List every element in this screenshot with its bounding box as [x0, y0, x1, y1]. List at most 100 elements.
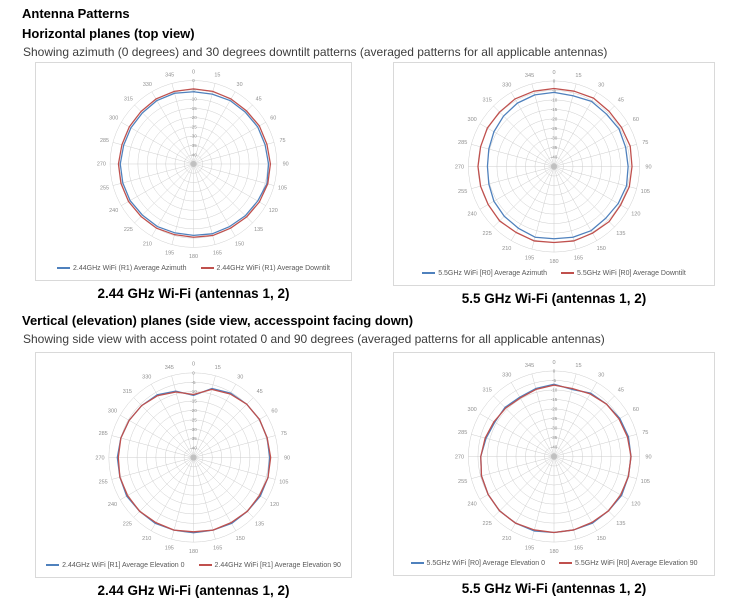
- svg-text:345: 345: [165, 365, 174, 371]
- svg-text:-40: -40: [190, 446, 197, 451]
- svg-text:195: 195: [525, 256, 534, 262]
- svg-text:330: 330: [142, 374, 151, 380]
- svg-text:-35: -35: [551, 435, 558, 440]
- svg-text:165: 165: [213, 546, 222, 552]
- svg-text:120: 120: [631, 212, 640, 218]
- svg-text:225: 225: [483, 231, 492, 237]
- svg-text:240: 240: [108, 502, 117, 508]
- chart-box: 0 -5 -10 -15 -20 -25 -30 -35 -40 0 15 30 45 60 75 90 105…: [35, 352, 352, 578]
- svg-text:15: 15: [575, 363, 581, 369]
- svg-text:30: 30: [598, 82, 604, 88]
- svg-text:120: 120: [631, 502, 640, 508]
- legend-label: 5.5GHz WiFi [R0] Average Azimuth: [438, 269, 547, 277]
- svg-text:0: 0: [553, 79, 556, 84]
- svg-text:345: 345: [165, 73, 174, 79]
- svg-text:105: 105: [278, 186, 287, 192]
- svg-text:225: 225: [483, 521, 492, 527]
- svg-text:330: 330: [502, 372, 511, 378]
- svg-text:255: 255: [458, 479, 467, 485]
- svg-text:15: 15: [575, 73, 581, 79]
- svg-text:300: 300: [467, 117, 476, 123]
- svg-text:240: 240: [467, 502, 476, 508]
- legend-label: 5.5GHz WiFi [R0] Average Elevation 0: [426, 559, 546, 567]
- svg-text:195: 195: [525, 546, 534, 552]
- legend-item: 5.5GHz WiFi [R0] Average Azimuth: [422, 270, 547, 277]
- svg-text:270: 270: [455, 454, 464, 460]
- polar-chart-vertical-5-5ghz: 0 -5 -10 -15 -20 -25 -30 -35 -40 0 15 30 45 60 75 90 105…: [455, 360, 652, 555]
- svg-text:0: 0: [192, 78, 195, 83]
- svg-text:165: 165: [213, 251, 222, 257]
- svg-text:285: 285: [458, 140, 467, 146]
- legend-item: 2.44GHz WiFi (R1) Average Azimuth: [57, 264, 187, 272]
- svg-text:60: 60: [633, 407, 639, 413]
- svg-text:270: 270: [455, 164, 464, 170]
- svg-text:45: 45: [257, 389, 263, 395]
- svg-text:-25: -25: [190, 417, 197, 422]
- svg-text:315: 315: [483, 387, 492, 393]
- chart-legend: 2.44GHz WiFi (R1) Average Azimuth 2.44GHz…: [36, 260, 351, 276]
- svg-text:225: 225: [124, 227, 133, 233]
- legend-item: 5.5GHz WiFi [R0] Average Downtilt: [561, 270, 686, 277]
- svg-text:-30: -30: [190, 134, 197, 139]
- svg-text:-15: -15: [190, 399, 197, 404]
- legend-line-sample: [198, 564, 212, 566]
- svg-text:15: 15: [215, 365, 221, 371]
- svg-text:180: 180: [549, 549, 558, 555]
- figure-vertical-5-5ghz: 0 -5 -10 -15 -20 -25 -30 -35 -40 0 15 30 45 60 75 90 105…: [393, 352, 715, 596]
- svg-text:-5: -5: [191, 380, 196, 385]
- chart-legend: 5.5GHz WiFi [R0] Average Azimuth 5.5GHz W…: [394, 265, 714, 281]
- legend-label: 2.44GHz WiFi (R1) Average Azimuth: [73, 264, 187, 272]
- svg-text:-15: -15: [551, 107, 558, 112]
- svg-text:90: 90: [645, 164, 651, 170]
- svg-text:285: 285: [458, 430, 467, 436]
- legend-item: 2.44GHz WiFi [R1] Average Elevation 0: [46, 562, 185, 569]
- svg-text:120: 120: [269, 208, 278, 214]
- svg-text:90: 90: [284, 455, 290, 461]
- figure-caption: 2.44 GHz Wi-Fi (antennas 1, 2): [97, 583, 290, 598]
- figure-caption: 5.5 GHz Wi-Fi (antennas 1, 2): [461, 291, 647, 306]
- legend-line-sample: [200, 267, 214, 269]
- svg-text:45: 45: [618, 97, 624, 103]
- svg-text:45: 45: [256, 97, 262, 103]
- svg-text:315: 315: [483, 97, 492, 103]
- svg-text:210: 210: [502, 246, 511, 252]
- svg-text:0: 0: [192, 370, 195, 375]
- section-heading-vertical: Vertical (elevation) planes (side view, …: [22, 313, 414, 328]
- polar-chart-horizontal-2-44ghz: 0 -5 -10 -15 -20 -25 -30 -35 -40 0 15 30 45 60 75 90 105…: [97, 70, 289, 260]
- svg-text:135: 135: [255, 521, 264, 527]
- svg-text:315: 315: [124, 97, 133, 103]
- svg-text:270: 270: [95, 455, 104, 461]
- legend-label: 2.44GHz WiFi (R1) Average Downtilt: [216, 264, 330, 272]
- svg-text:-40: -40: [551, 445, 558, 450]
- svg-text:30: 30: [237, 82, 243, 88]
- svg-text:-30: -30: [551, 426, 558, 431]
- svg-text:-25: -25: [551, 416, 558, 421]
- section-heading-horizontal: Horizontal planes (top view): [22, 26, 195, 41]
- svg-text:0: 0: [553, 369, 556, 374]
- figure-vertical-2-44ghz: 0 -5 -10 -15 -20 -25 -30 -35 -40 0 15 30 45 60 75 90 105…: [35, 352, 352, 598]
- legend-item: 2.44GHz WiFi [R1] Average Elevation 90: [198, 562, 341, 569]
- svg-text:105: 105: [641, 189, 650, 195]
- svg-text:-25: -25: [551, 126, 558, 131]
- svg-text:255: 255: [100, 186, 109, 192]
- svg-text:240: 240: [109, 208, 118, 214]
- legend-item: 5.5GHz WiFi [R0] Average Elevation 90: [559, 560, 697, 567]
- figure-horizontal-5-5ghz: 0 -5 -10 -15 -20 -25 -30 -35 -40 0 15 30 45 60 75 90 105…: [393, 62, 715, 306]
- svg-text:210: 210: [142, 536, 151, 542]
- figure-horizontal-2-44ghz: 0 -5 -10 -15 -20 -25 -30 -35 -40 0 15 30 45 60 75 90 105…: [35, 62, 352, 301]
- svg-text:-30: -30: [551, 136, 558, 141]
- legend-line-sample: [46, 564, 60, 566]
- polar-chart-horizontal-5-5ghz: 0 -5 -10 -15 -20 -25 -30 -35 -40 0 15 30 45 60 75 90 105…: [455, 70, 652, 265]
- svg-text:75: 75: [279, 138, 285, 144]
- legend-line-sample: [422, 272, 436, 274]
- svg-text:45: 45: [618, 387, 624, 393]
- svg-text:-10: -10: [551, 98, 558, 103]
- svg-text:15: 15: [214, 73, 220, 79]
- svg-text:165: 165: [574, 546, 583, 552]
- svg-text:165: 165: [574, 256, 583, 262]
- svg-text:-15: -15: [190, 106, 197, 111]
- chart-legend: 2.44GHz WiFi [R1] Average Elevation 0 2.4…: [36, 557, 351, 573]
- svg-text:210: 210: [502, 536, 511, 542]
- svg-text:150: 150: [236, 536, 245, 542]
- svg-text:240: 240: [467, 212, 476, 218]
